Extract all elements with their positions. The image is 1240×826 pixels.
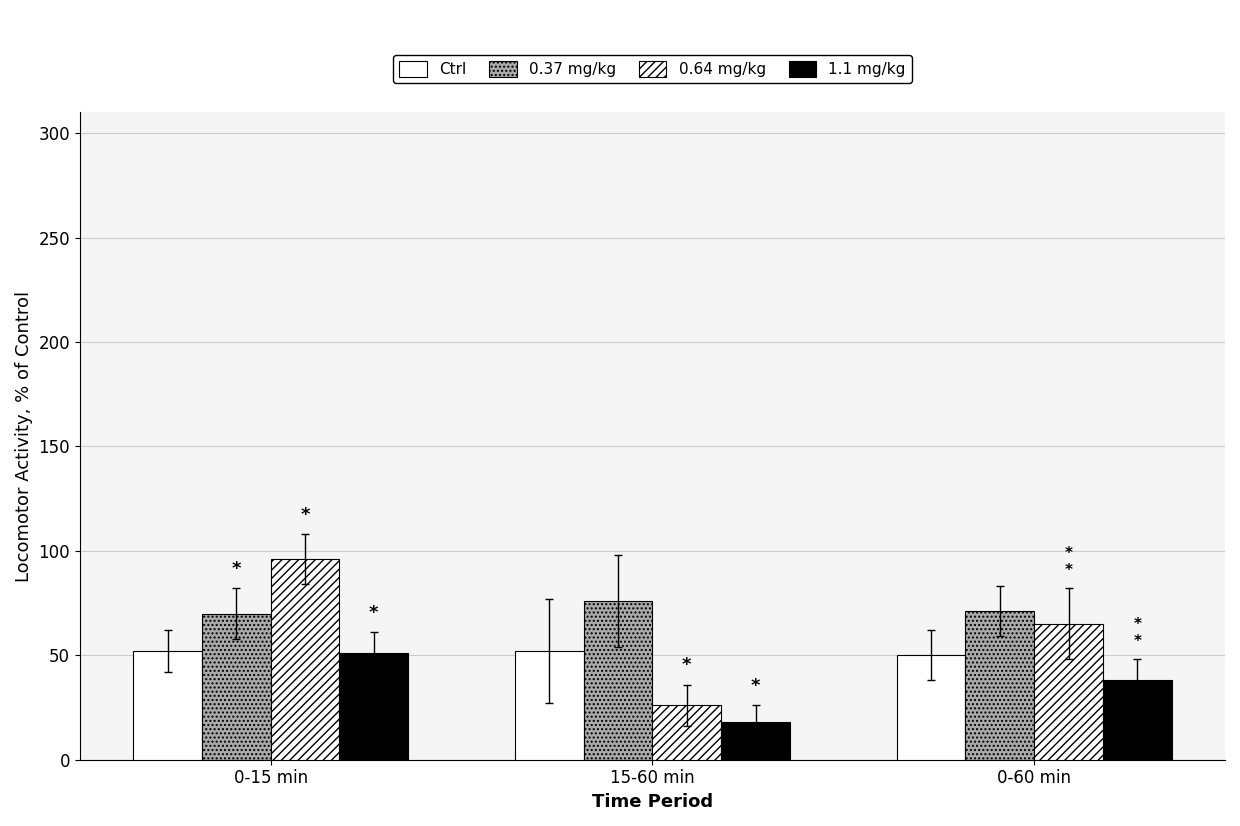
Bar xyxy=(1102,681,1172,760)
Bar xyxy=(515,651,584,760)
Bar xyxy=(652,705,722,760)
Bar xyxy=(340,653,408,760)
Text: *: * xyxy=(370,604,378,622)
Text: *: * xyxy=(750,677,760,695)
Bar xyxy=(966,611,1034,760)
Bar xyxy=(722,722,790,760)
Text: *
*: * * xyxy=(1133,617,1141,649)
Bar xyxy=(1034,624,1102,760)
Bar xyxy=(202,614,270,760)
Text: *
*: * * xyxy=(1064,546,1073,578)
Text: *: * xyxy=(300,506,310,524)
Bar xyxy=(270,559,340,760)
Bar xyxy=(897,655,966,760)
Text: *: * xyxy=(682,656,692,674)
Text: *: * xyxy=(232,560,241,578)
Legend: Ctrl, 0.37 mg/kg, 0.64 mg/kg, 1.1 mg/kg: Ctrl, 0.37 mg/kg, 0.64 mg/kg, 1.1 mg/kg xyxy=(393,55,911,83)
Bar xyxy=(584,601,652,760)
Bar xyxy=(134,651,202,760)
X-axis label: Time Period: Time Period xyxy=(591,793,713,811)
Y-axis label: Locomotor Activity, % of Control: Locomotor Activity, % of Control xyxy=(15,291,33,582)
